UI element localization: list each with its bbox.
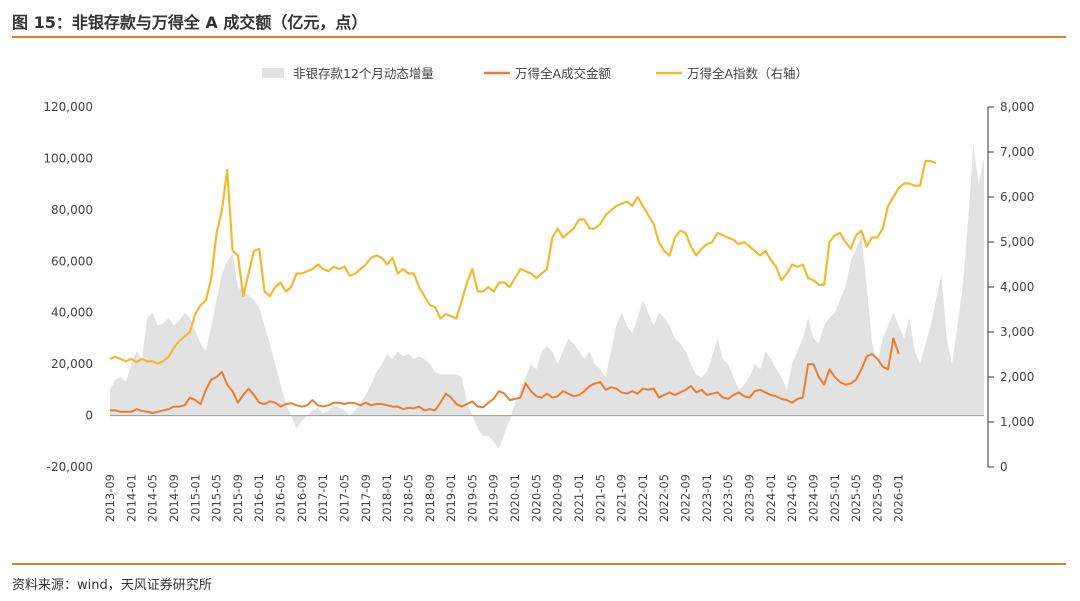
x-axis-tick-label: 2024-05 (785, 474, 799, 522)
x-axis-tick-label: 2024-01 (764, 474, 778, 522)
x-axis-tick-label: 2015-01 (188, 474, 202, 522)
right-axis-tick-label: 4,000 (1000, 280, 1034, 294)
x-axis-tick-label: 2023-09 (743, 474, 757, 522)
left-axis-tick-label: 120,000 (43, 100, 93, 114)
x-axis-tick-label: 2021-09 (615, 474, 629, 522)
legend-label-1: 万得全A成交金额 (515, 66, 612, 81)
left-axis-tick-label: 60,000 (51, 254, 93, 268)
x-axis-tick-label: 2019-09 (487, 474, 501, 522)
x-axis-tick-label: 2016-09 (295, 474, 309, 522)
left-axis-tick-label: 80,000 (51, 203, 93, 217)
x-axis-tick-label: 2017-05 (337, 474, 351, 522)
x-axis-tick-label: 2015-05 (210, 474, 224, 522)
x-axis-tick-label: 2021-01 (572, 474, 586, 522)
x-axis-tick-label: 2016-01 (252, 474, 266, 522)
legend-label-2: 万得全A指数（右轴） (687, 66, 808, 81)
source-note: 资料来源：wind，天风证券研究所 (12, 578, 212, 593)
x-axis-tick-label: 2020-09 (551, 474, 565, 522)
x-axis-tick-label: 2014-05 (146, 474, 160, 522)
x-axis-tick-label: 2017-01 (316, 474, 330, 522)
deposit-area (110, 145, 984, 449)
legend-swatch-deposit (262, 68, 284, 78)
right-axis-tick-label: 0 (1000, 460, 1008, 474)
left-axis-tick-label: 20,000 (51, 357, 93, 371)
axes: -20,000 0 20,000 40,000 60,000 80,000 100,000 1… (43, 100, 1034, 522)
x-axis-tick-label: 2022-01 (636, 474, 650, 522)
x-axis-tick-label: 2026-01 (892, 474, 906, 522)
right-axis-tick-label: 8,000 (1000, 100, 1034, 114)
right-axis-tick-label: 6,000 (1000, 190, 1034, 204)
right-axis-tick-label: 5,000 (1000, 235, 1034, 249)
x-axis-tick-label: 2020-05 (529, 474, 543, 522)
x-axis-tick-label: 2019-01 (444, 474, 458, 522)
line-layer (109, 159, 937, 414)
turnover-line (110, 337, 900, 414)
right-axis-tick-label: 2,000 (1000, 370, 1034, 384)
left-axis-tick-label: 40,000 (51, 306, 93, 320)
right-axis-tick-label: 3,000 (1000, 325, 1034, 339)
x-axis-tick-label: 2022-05 (657, 474, 671, 522)
x-axis-tick-label: 2023-01 (700, 474, 714, 522)
x-axis-tick-label: 2014-01 (124, 474, 138, 522)
x-axis-tick-label: 2025-01 (828, 474, 842, 522)
x-axis-tick-label: 2018-01 (380, 474, 394, 522)
x-axis-tick-label: 2023-05 (721, 474, 735, 522)
x-axis-tick-label: 2022-09 (679, 474, 693, 522)
x-axis-tick-label: 2014-09 (167, 474, 181, 522)
x-axis-tick-label: 2021-05 (593, 474, 607, 522)
x-axis-tick-label: 2015-09 (231, 474, 245, 522)
x-axis-tick-label: 2013-09 (103, 474, 117, 522)
x-axis-tick-label: 2017-09 (359, 474, 373, 522)
header-rule (12, 36, 1066, 38)
x-axis-tick-label: 2019-05 (465, 474, 479, 522)
x-axis-tick-label: 2025-05 (849, 474, 863, 522)
right-axis-tick-label: 7,000 (1000, 145, 1034, 159)
legend: 非银存款12个月动态增量 万得全A成交金额 万得全A指数（右轴） (262, 66, 808, 81)
chart: 非银存款12个月动态增量 万得全A成交金额 万得全A指数（右轴） -20,000 0 2… (43, 66, 1034, 522)
x-axis-tick-label: 2016-05 (274, 474, 288, 522)
x-axis-tick-label: 2020-01 (508, 474, 522, 522)
deposit-area-layer (110, 145, 984, 449)
x-axis-tick-label: 2024-09 (806, 474, 820, 522)
left-axis-tick-label: 0 (85, 409, 93, 423)
x-axis-tick-label: 2018-05 (401, 474, 415, 522)
x-axis-tick-label: 2025-09 (870, 474, 884, 522)
right-axis-tick-label: 1,000 (1000, 415, 1034, 429)
footer-rule (12, 563, 1066, 565)
chart-title: 图 15：非银存款与万得全 A 成交额（亿元，点） (12, 13, 368, 32)
legend-label-0: 非银存款12个月动态增量 (293, 66, 434, 81)
left-axis-tick-label: 100,000 (43, 151, 93, 165)
x-axis-tick-label: 2018-09 (423, 474, 437, 522)
index-line (109, 159, 937, 365)
left-axis-tick-label: -20,000 (47, 460, 93, 474)
